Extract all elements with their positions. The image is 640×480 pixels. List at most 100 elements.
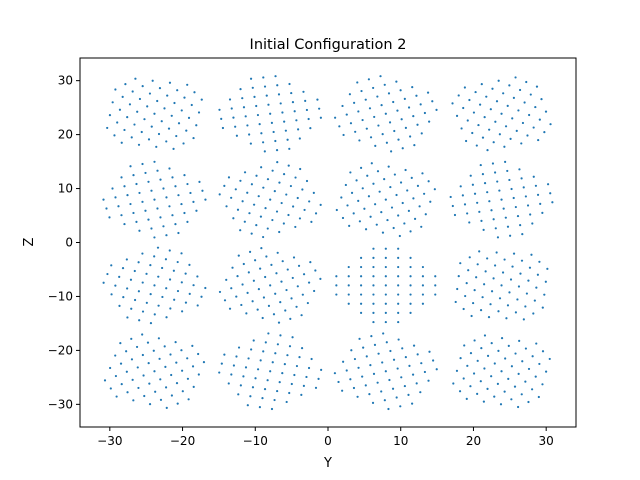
scatter-point (456, 287, 459, 291)
scatter-point (130, 136, 133, 139)
scatter-point (138, 97, 142, 101)
scatter-point (372, 372, 376, 375)
scatter-point (527, 367, 531, 371)
scatter-point (272, 313, 276, 316)
scatter-point (384, 198, 387, 201)
scatter-point (520, 393, 523, 396)
scatter-point (200, 98, 203, 101)
scatter-point (151, 79, 154, 82)
scatter-point (403, 222, 406, 225)
scatter-point (111, 187, 114, 190)
scatter-point (384, 275, 387, 278)
scatter-point (290, 382, 293, 386)
scatter-point (481, 136, 485, 139)
scatter-point (492, 277, 495, 280)
scatter-point (302, 90, 305, 93)
scatter-point (423, 370, 426, 374)
scatter-point (252, 279, 255, 282)
scatter-point (362, 346, 365, 349)
scatter-point (109, 387, 112, 390)
scatter-point (493, 362, 496, 365)
scatter-point (512, 252, 516, 255)
scatter-point (198, 180, 201, 183)
scatter-point (313, 289, 316, 293)
scatter-point (200, 295, 203, 298)
scatter-point (495, 100, 499, 103)
scatter-point (158, 87, 162, 90)
scatter-point (241, 200, 244, 203)
scatter-point (126, 316, 129, 319)
scatter-point (102, 198, 105, 201)
scatter-point (503, 258, 506, 261)
scatter-point (535, 342, 538, 345)
scatter-point (263, 150, 266, 153)
scatter-point (507, 377, 510, 381)
scatter-point (536, 193, 540, 196)
scatter-point (493, 395, 496, 398)
scatter-point (509, 234, 512, 237)
scatter-point (401, 201, 404, 205)
scatter-point (111, 101, 114, 104)
scatter-point (275, 272, 278, 275)
scatter-point (374, 203, 377, 206)
scatter-point (241, 97, 244, 100)
scatter-point (281, 111, 284, 114)
scatter-point (520, 142, 523, 145)
scatter-point (132, 174, 135, 177)
scatter-point (488, 128, 491, 131)
scatter-point (305, 179, 309, 183)
scatter-point (278, 181, 281, 184)
scatter-point (464, 294, 467, 298)
scatter-point (397, 247, 400, 250)
scatter-point (302, 384, 305, 388)
scatter-point (516, 405, 520, 409)
scatter-point (247, 271, 250, 274)
scatter-point (280, 280, 283, 283)
scatter-point (103, 379, 107, 382)
scatter-point (413, 217, 417, 220)
scatter-point (183, 96, 186, 99)
scatter-point (500, 370, 503, 373)
scatter-point (384, 320, 387, 324)
scatter-point (434, 293, 437, 296)
scatter-point (399, 181, 403, 184)
scatter-point (262, 186, 265, 189)
scatter-point (293, 373, 296, 377)
scatter-point (468, 221, 471, 224)
scatter-point (235, 295, 238, 298)
scatter-point (160, 120, 163, 123)
scatter-point (248, 250, 252, 253)
scatter-point (387, 407, 390, 411)
scatter-point (279, 301, 282, 304)
scatter-point (237, 393, 240, 396)
scatter-point (413, 144, 416, 147)
scatter-point (406, 189, 409, 192)
scatter-point (141, 310, 145, 313)
scatter-point (387, 165, 390, 168)
scatter-point (517, 109, 520, 112)
scatter-point (473, 339, 476, 342)
scatter-point (372, 311, 375, 314)
scatter-point (389, 349, 392, 353)
scatter-point (123, 128, 126, 132)
scatter-point (258, 406, 261, 409)
scatter-point (457, 275, 460, 278)
scatter-point (397, 214, 400, 217)
scatter-point (544, 280, 547, 283)
scatter-point (372, 275, 375, 278)
scatter-point (476, 263, 479, 266)
scatter-point (195, 209, 198, 212)
scatter-point (246, 124, 249, 127)
scatter-point (300, 314, 303, 317)
scatter-point (512, 96, 515, 99)
scatter-point (372, 247, 375, 250)
scatter-point (384, 284, 387, 287)
scatter-point (161, 295, 164, 299)
scatter-point (384, 370, 387, 373)
scatter-point (396, 367, 399, 370)
scatter-point (163, 107, 166, 110)
scatter-point (510, 398, 513, 401)
scatter-point (397, 256, 400, 259)
scatter-point (285, 400, 288, 404)
scatter-point (176, 402, 179, 405)
